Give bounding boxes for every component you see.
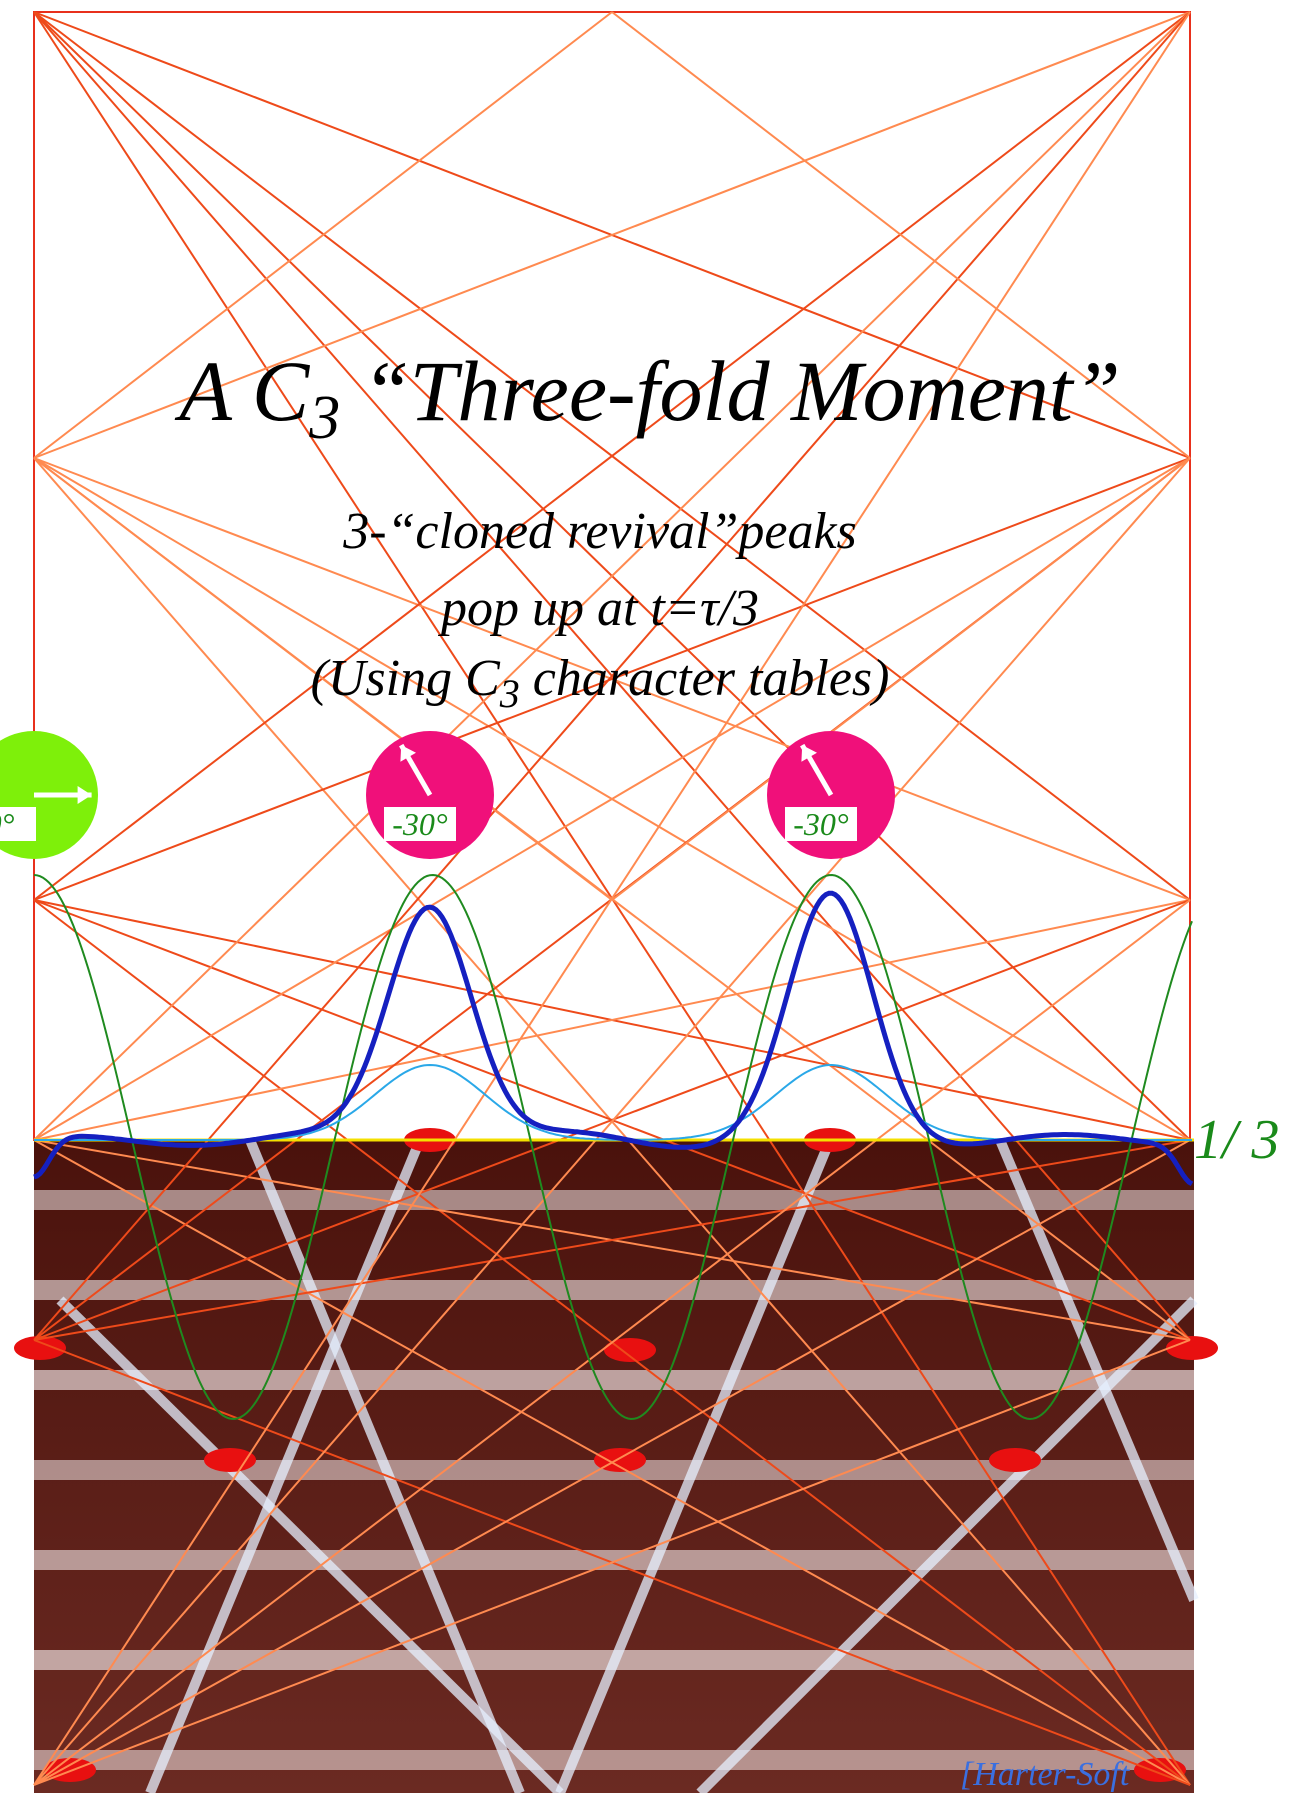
ray (33, 457, 1191, 1786)
phasor-label-box (384, 807, 456, 841)
phasor-label-box (785, 807, 857, 841)
ray (33, 11, 1191, 901)
ray (33, 457, 1191, 1141)
ray (33, 899, 1191, 1786)
heat-band (34, 1370, 1194, 1390)
heat-ridge (696, 1296, 1198, 1793)
subtitle-line: (Using C3 character tables) (311, 650, 890, 716)
credit: [Harter-Soft (960, 1756, 1131, 1793)
subtitle-text: character tables) (520, 650, 890, 707)
phasor-label: 0° (0, 806, 15, 842)
heat-spot (989, 1448, 1041, 1472)
ray (33, 11, 1191, 1341)
phasor-arrowhead (801, 745, 817, 762)
ray (33, 11, 1191, 1141)
ray (33, 1339, 1191, 1786)
ray (33, 1139, 1191, 1786)
heat-spot (604, 1338, 656, 1362)
title-text: A C (174, 343, 310, 439)
subtitle-subscript: 3 (499, 671, 520, 716)
heat-band (34, 1190, 1194, 1210)
title-subscript: 3 (308, 384, 340, 452)
title-text: “Three-fold Moment” (340, 343, 1120, 439)
heat-ridge (555, 1138, 835, 1793)
ray (611, 11, 1191, 459)
light-blue-curve (34, 1063, 1192, 1141)
heat-spot (14, 1336, 66, 1360)
phasor-label: -30° (392, 806, 448, 842)
green-curve (33, 873, 1193, 1421)
ray (33, 11, 1191, 459)
subtitle-line: 3-“cloned revival”peaks (342, 503, 857, 560)
phasor-label-box (0, 807, 36, 841)
subtitle-line: pop up at t=τ/3 (437, 580, 759, 637)
ray (33, 11, 1191, 1786)
ray-lines (33, 11, 1191, 1786)
heat-spot (1166, 1336, 1218, 1360)
heat-band (34, 1550, 1194, 1570)
ray (33, 899, 1191, 1141)
ray (33, 11, 613, 459)
heat-ridge (245, 1138, 525, 1793)
level-label: 1/ 3 (1194, 1109, 1280, 1171)
phasor-label: -30° (793, 806, 849, 842)
ray (33, 1139, 1191, 1341)
slide-title: A C3 “Three-fold Moment” (174, 343, 1120, 452)
wave-curves (33, 873, 1194, 1421)
subtitle-text: (Using C (311, 650, 502, 707)
heat-ridge (995, 1138, 1199, 1602)
blue-curve (33, 890, 1194, 1187)
ray (33, 457, 613, 901)
ray (33, 457, 1191, 901)
heat-band (34, 1280, 1194, 1300)
phasor-arrowhead (400, 745, 416, 762)
heat-spot (204, 1448, 256, 1472)
heat-band (34, 1750, 1194, 1770)
ray (611, 457, 1191, 901)
phasors: 0° -30° -30° (0, 731, 895, 859)
heat-ridge (145, 1138, 425, 1793)
phasor-arrowhead (77, 786, 92, 804)
